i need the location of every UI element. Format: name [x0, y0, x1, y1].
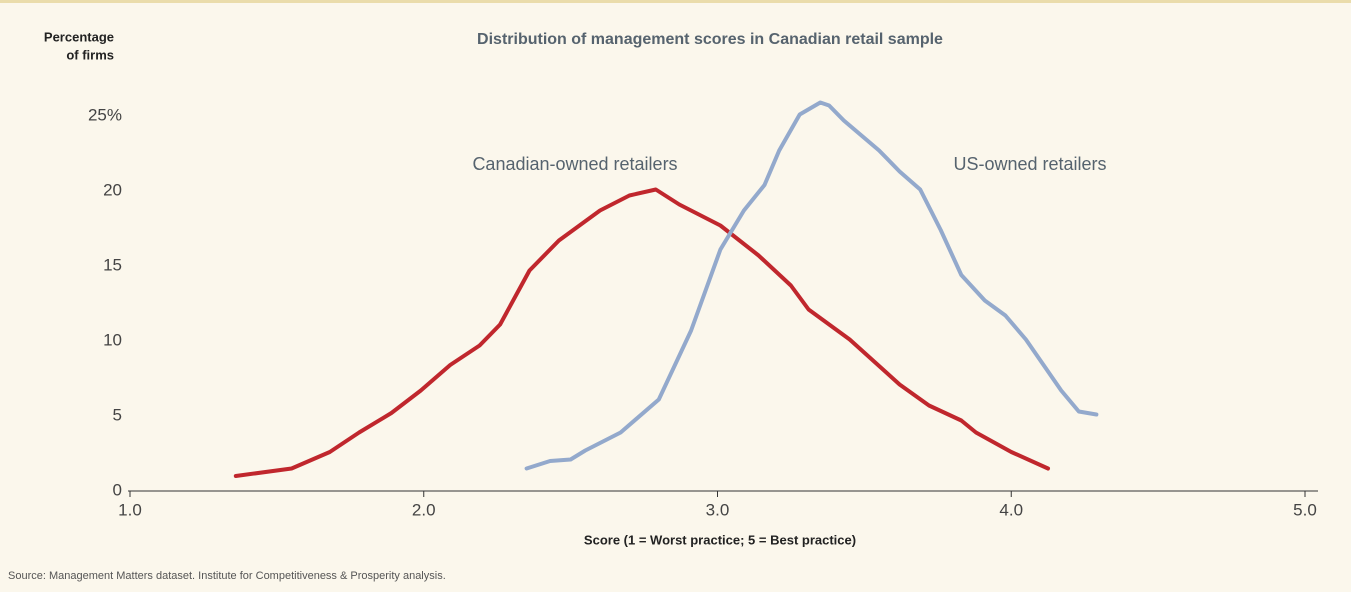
series-line: [524, 100, 1099, 471]
y-tick-label: 20: [103, 180, 122, 199]
y-axis-label: of firms: [66, 47, 114, 62]
y-tick-label: 10: [103, 330, 122, 349]
y-tick-label: 25%: [88, 105, 122, 124]
series-label: Canadian-owned retailers: [472, 154, 677, 174]
top-border: [0, 0, 1351, 3]
x-tick-label: 3.0: [706, 500, 730, 519]
x-tick-label: 1.0: [118, 500, 142, 519]
x-axis-label: Score (1 = Worst practice; 5 = Best prac…: [584, 532, 856, 547]
y-tick-label: 0: [113, 480, 122, 499]
y-tick-label: 15: [103, 255, 122, 274]
x-tick-label: 5.0: [1293, 500, 1317, 519]
y-tick-label: 5: [113, 405, 122, 424]
x-tick-label: 2.0: [412, 500, 436, 519]
x-tick-label: 4.0: [999, 500, 1023, 519]
y-axis-label: Percentage: [44, 29, 114, 44]
series-line: [233, 187, 1050, 478]
series-label: US-owned retailers: [953, 154, 1106, 174]
source-note: Source: Management Matters dataset. Inst…: [8, 570, 446, 582]
chart-title: Distribution of management scores in Can…: [477, 31, 943, 48]
